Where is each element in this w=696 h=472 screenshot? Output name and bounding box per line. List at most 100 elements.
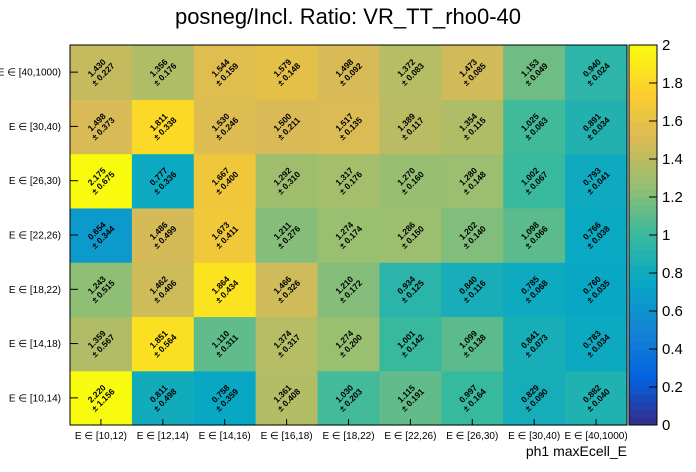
heatmap-cell (255, 207, 319, 263)
color-scale-swatch (629, 151, 657, 160)
heatmap-cell (255, 153, 319, 209)
color-scale-swatch (629, 288, 657, 297)
heatmap-cell (379, 207, 442, 263)
heatmap-cell (379, 153, 442, 209)
color-scale-swatch (629, 379, 657, 388)
heatmap-cell (379, 99, 442, 155)
heatmap-cell (565, 262, 628, 318)
heatmap-cell (70, 207, 133, 263)
heatmap-cell (193, 262, 257, 318)
color-scale-swatch (629, 159, 657, 168)
heatmap-cell (441, 316, 504, 372)
x-tick-label: E ∈ [14,16) (199, 431, 251, 442)
heatmap-cell (193, 207, 257, 263)
color-scale-tick-label: 0.2 (662, 379, 683, 396)
color-scale-swatch (629, 121, 657, 130)
color-scale-swatch (629, 387, 657, 396)
y-tick-label: E ∈ [40,1000) (0, 68, 61, 79)
y-tick-label: E ∈ [10,14) (9, 393, 61, 404)
heatmap-cell (70, 262, 133, 318)
x-tick-label: E ∈ [10,12) (75, 431, 127, 442)
color-scale-swatch (629, 394, 657, 403)
heatmap-cell (131, 316, 195, 372)
color-scale-swatch (629, 364, 657, 373)
heatmap-cell (503, 207, 566, 263)
color-scale-tick-label: 1.4 (662, 151, 683, 168)
heatmap-cell (193, 316, 257, 372)
y-tick-label: E ∈ [18,22) (9, 285, 61, 296)
color-scale-swatch (629, 265, 657, 274)
heatmap-cell (70, 45, 133, 100)
heatmap-cell (70, 153, 133, 209)
heatmap-cell (379, 370, 442, 426)
color-scale-swatch (629, 204, 657, 213)
cell-value-label: 0.882± 0.040 (578, 380, 612, 414)
color-scale-tick-label: 1.2 (662, 189, 683, 206)
color-scale-swatch (629, 136, 657, 145)
heatmap-cell (503, 45, 566, 100)
color-scale-swatch (629, 371, 657, 380)
y-tick-label: E ∈ [14,18) (9, 339, 61, 350)
heatmap-cell (70, 370, 133, 426)
color-scale-swatch (629, 181, 657, 190)
heatmap-cell (565, 370, 628, 426)
y-tick-label: E ∈ [26,30) (9, 176, 61, 187)
heatmap-cell (70, 316, 133, 372)
color-scale-swatch (629, 257, 657, 266)
x-tick-label: E ∈ [18,22) (322, 431, 374, 442)
x-axis-label: ph1 maxEcell_E (526, 443, 627, 459)
heatmap-cell (441, 45, 504, 100)
heatmap-cell (565, 153, 628, 209)
color-scale-swatch (629, 227, 657, 236)
color-scale-swatch (629, 83, 657, 92)
color-scale-swatch (629, 333, 657, 342)
color-scale-tick-label: 0 (662, 417, 670, 434)
color-scale-swatch (629, 242, 657, 251)
heatmap-cell (441, 99, 504, 155)
color-scale-swatch (629, 250, 657, 259)
heatmap-cell (565, 45, 628, 100)
color-scale-swatch (629, 52, 657, 61)
heatmap-cell (317, 262, 381, 318)
color-scale-tick-label: 2 (662, 37, 670, 54)
heatmap-cell (255, 316, 319, 372)
color-scale-swatch (629, 280, 657, 289)
color-scale-swatch (629, 235, 657, 244)
heatmap-cell (317, 45, 381, 100)
x-tick-label: E ∈ [40,1000) (564, 431, 627, 442)
heatmap-cell (565, 316, 628, 372)
heatmap-cell (565, 207, 628, 263)
color-scale-swatch (629, 326, 657, 335)
x-axis-ticks: E ∈ [10,12) E ∈ [12,14) E ∈ [14,16) E ∈ [16… (75, 419, 628, 442)
color-scale-bar (628, 44, 658, 426)
color-scale-swatch (629, 349, 657, 358)
color-scale-swatch (629, 98, 657, 107)
color-scale-swatch (629, 166, 657, 175)
heatmap-cell (565, 99, 628, 155)
heatmap-cell (503, 153, 566, 209)
heatmap-cell (131, 45, 195, 100)
heatmap-cell (441, 207, 504, 263)
x-tick-label: E ∈ [16,18) (261, 431, 313, 442)
heatmap-cell (503, 370, 566, 426)
chart-title: posneg/Incl. Ratio: VR_TT_rho0-40 (175, 4, 521, 29)
color-scale-swatch (629, 143, 657, 152)
heatmap-cell (193, 370, 257, 426)
heatmap-cell (317, 153, 381, 209)
color-scale-tick-label: 1 (662, 227, 670, 244)
color-scale-swatch (629, 75, 657, 84)
color-scale-tick-label: 0.6 (662, 303, 683, 320)
heatmap-cell (379, 262, 442, 318)
heatmap-cell (131, 153, 195, 209)
heatmap-cell (441, 262, 504, 318)
x-tick-label: E ∈ [12,14) (137, 431, 189, 442)
color-scale-swatch (629, 45, 657, 54)
heatmap-cell (379, 316, 442, 372)
heatmap-cell (441, 370, 504, 426)
color-scale-swatch (629, 174, 657, 183)
color-scale-tick-label: 0.8 (662, 265, 683, 282)
heatmap-cell (193, 45, 257, 100)
color-scale-swatch (629, 212, 657, 221)
heatmap-cell (131, 99, 195, 155)
